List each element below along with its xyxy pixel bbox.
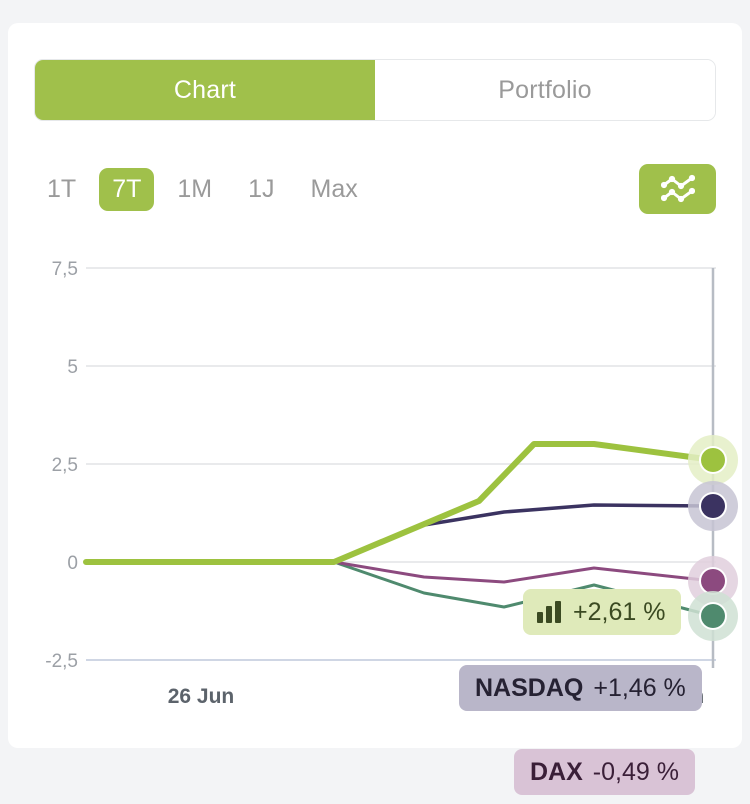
series-badge-dax-value: -0,49 % (592, 757, 679, 786)
marker-dot-nasdaq (701, 494, 725, 518)
y-axis-ticks: 7,5 5 2,5 0 -2,5 (45, 259, 78, 672)
range-1m-label: 1M (177, 174, 213, 203)
line-chart-icon (660, 174, 695, 203)
range-1t-label: 1T (47, 174, 77, 203)
tab-portfolio-label: Portfolio (498, 75, 592, 104)
y-tick-5: 5 (67, 357, 78, 378)
range-1j[interactable]: 1J (235, 168, 287, 211)
range-7t[interactable]: 7T (99, 167, 155, 211)
chart-area[interactable]: 7,5 5 2,5 0 -2,5 (16, 248, 750, 795)
tab-portfolio[interactable]: Portfolio (375, 60, 715, 120)
series-badge-total-value: +2,61 % (573, 597, 666, 626)
series-badge-nasdaq-name: NASDAQ (475, 673, 584, 702)
y-tick-7-5: 7,5 (52, 259, 78, 280)
series-badge-nasdaq[interactable]: NASDAQ +1,46 % (459, 665, 702, 711)
tab-chart-label: Chart (173, 75, 237, 104)
bar-chart-icon (537, 601, 561, 623)
range-selector: 1T 7T 1M 1J Max (34, 153, 371, 225)
tab-chart[interactable]: Chart (35, 60, 375, 120)
series-line-total (83, 441, 716, 565)
series-badge-total[interactable]: +2,61 % (523, 589, 682, 635)
chart-svg[interactable]: 7,5 5 2,5 0 -2,5 (16, 248, 750, 718)
range-1t[interactable]: 1T (34, 168, 89, 211)
y-tick-neg-2-5: -2,5 (45, 651, 78, 672)
marker-dot-eurostoxx (701, 604, 725, 628)
range-1m[interactable]: 1M (164, 168, 225, 211)
view-tabs: Chart Portfolio (34, 59, 716, 121)
series-badge-dax[interactable]: DAX -0,49 % (514, 749, 695, 795)
marker-dot-total (701, 448, 725, 472)
y-tick-0: 0 (67, 553, 78, 574)
series-badge-nasdaq-value: +1,46 % (593, 673, 686, 702)
range-max[interactable]: Max (298, 168, 371, 211)
y-tick-2-5: 2,5 (52, 455, 78, 476)
chart-card: Chart Portfolio 1T 7T 1M 1J (8, 23, 742, 795)
chart-type-toggle-button[interactable] (639, 164, 716, 214)
marker-dot-dax (701, 569, 725, 593)
range-1j-label: 1J (248, 174, 275, 203)
range-max-label: Max (310, 174, 358, 203)
series-badge-dax-name: DAX (530, 757, 583, 786)
range-selector-row: 1T 7T 1M 1J Max (34, 153, 716, 225)
x-tick-26-jun: 26 Jun (168, 685, 235, 708)
range-7t-label: 7T (112, 174, 142, 203)
series-end-markers (688, 435, 738, 641)
